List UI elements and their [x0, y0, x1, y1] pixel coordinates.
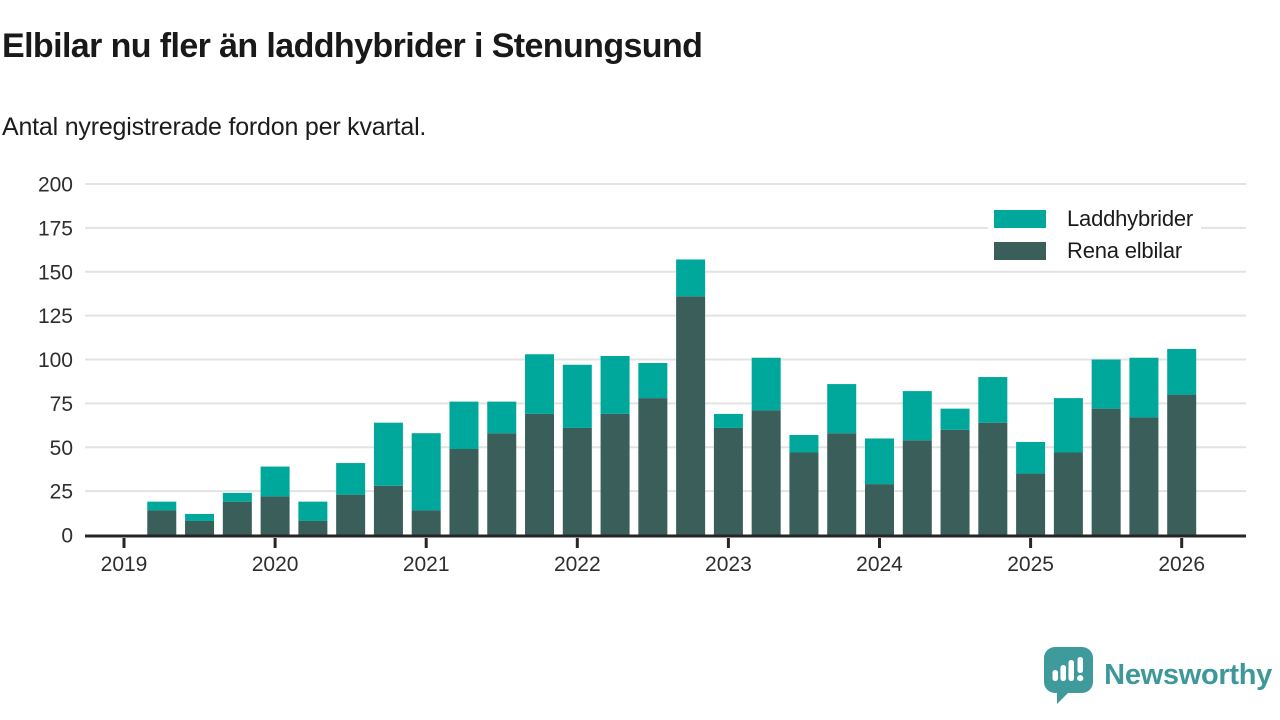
bar-2019-q2-laddhybrider	[147, 501, 177, 511]
bar-2021-q2-laddhybrider	[449, 401, 479, 450]
bar-2022-q3-rena-elbilar	[638, 398, 668, 535]
y-tick-label-175: 175	[38, 217, 73, 240]
bar-2022-q4-rena-elbilar	[676, 296, 706, 535]
x-tick-label-2022: 2022	[554, 553, 601, 576]
bar-2024-q4-rena-elbilar	[978, 422, 1008, 535]
bar-2024-q3-laddhybrider	[940, 408, 970, 430]
bar-2022-q2-rena-elbilar	[600, 413, 630, 535]
bar-2019-q4-laddhybrider	[222, 492, 252, 502]
x-tick-label-2025: 2025	[1007, 553, 1054, 576]
bar-2024-q3-rena-elbilar	[940, 429, 970, 535]
bar-2021-q3-rena-elbilar	[487, 433, 517, 535]
x-tick-label-2024: 2024	[856, 553, 903, 576]
newsworthy-logo-icon	[1044, 647, 1094, 704]
legend-label-rena-elbilar: Rena elbilar	[1067, 237, 1183, 263]
bar-2025-q4-laddhybrider	[1129, 357, 1159, 418]
bar-2020-q4-laddhybrider	[373, 422, 403, 486]
legend-item-rena-elbilar: Rena elbilar	[994, 237, 1193, 263]
bar-2025-q4-rena-elbilar	[1129, 417, 1159, 535]
bar-2025-q3-rena-elbilar	[1091, 408, 1121, 535]
x-tick-label-2026: 2026	[1158, 553, 1205, 576]
bar-2023-q1-rena-elbilar	[713, 427, 743, 535]
y-tick-label-125: 125	[38, 305, 73, 328]
bar-2022-q1-rena-elbilar	[562, 427, 592, 535]
bar-2020-q3-laddhybrider	[336, 463, 366, 495]
bar-2020-q1-laddhybrider	[260, 466, 290, 497]
chart-title: Elbilar nu fler än laddhybrider i Stenun…	[2, 27, 703, 65]
bar-2019-q4-rena-elbilar	[222, 501, 252, 535]
x-tick-label-2021: 2021	[403, 553, 450, 576]
bar-2023-q3-rena-elbilar	[789, 452, 819, 535]
bar-2020-q4-rena-elbilar	[373, 485, 403, 535]
y-tick-label-150: 150	[38, 261, 73, 284]
y-tick-label-200: 200	[38, 174, 73, 197]
bar-2020-q2-laddhybrider	[298, 501, 328, 521]
bar-2025-q1-laddhybrider	[1016, 441, 1046, 474]
x-tick-label-2020: 2020	[252, 553, 299, 576]
bar-2023-q2-laddhybrider	[751, 357, 781, 411]
bar-2026-q1-laddhybrider	[1167, 348, 1197, 395]
bar-2021-q2-rena-elbilar	[449, 449, 479, 535]
bar-2024-q2-laddhybrider	[902, 391, 932, 441]
y-tick-label-25: 25	[50, 481, 73, 504]
bar-2025-q2-laddhybrider	[1053, 398, 1083, 453]
bar-2022-q3-laddhybrider	[638, 363, 668, 399]
bar-2020-q3-rena-elbilar	[336, 494, 366, 535]
bar-2025-q2-rena-elbilar	[1053, 452, 1083, 535]
y-tick-label-75: 75	[50, 393, 73, 416]
y-tick-label-0: 0	[61, 525, 73, 548]
y-tick-label-100: 100	[38, 349, 73, 372]
bar-2021-q4-rena-elbilar	[525, 413, 555, 535]
x-tick-label-2023: 2023	[705, 553, 752, 576]
bar-2024-q1-laddhybrider	[865, 438, 894, 485]
legend-item-laddhybrider: Laddhybrider	[994, 205, 1194, 231]
bar-2021-q1-laddhybrider	[411, 433, 441, 511]
legend-label-laddhybrider: Laddhybrider	[1067, 205, 1194, 231]
bar-2023-q1-laddhybrider	[713, 413, 743, 428]
newsworthy-wordmark: Newsworthy	[1104, 658, 1272, 691]
bar-2021-q3-laddhybrider	[487, 401, 517, 434]
bar-2020-q2-rena-elbilar	[298, 520, 328, 535]
y-tick-label-50: 50	[50, 437, 73, 460]
bar-2023-q4-laddhybrider	[827, 384, 857, 434]
bar-2020-q1-rena-elbilar	[260, 496, 290, 535]
bar-2023-q3-laddhybrider	[789, 434, 819, 453]
bar-2022-q4-laddhybrider	[676, 259, 706, 297]
bar-2024-q1-rena-elbilar	[865, 484, 894, 535]
bar-2019-q3-rena-elbilar	[185, 520, 215, 535]
bar-2022-q1-laddhybrider	[562, 364, 592, 428]
bar-2021-q4-laddhybrider	[525, 354, 555, 414]
chart-legend: Laddhybrider Rena elbilar	[988, 203, 1202, 268]
bar-2026-q1-rena-elbilar	[1167, 394, 1197, 535]
bar-2023-q4-rena-elbilar	[827, 433, 857, 535]
x-tick-label-2019: 2019	[101, 553, 148, 576]
bar-2024-q4-laddhybrider	[978, 377, 1008, 423]
chart-subtitle: Antal nyregistrerade fordon per kvartal.	[2, 113, 427, 141]
bar-2022-q2-laddhybrider	[600, 355, 630, 414]
legend-swatch-rena-elbilar	[994, 241, 1046, 260]
bar-2024-q2-rena-elbilar	[902, 440, 932, 535]
bar-2019-q3-laddhybrider	[185, 513, 215, 521]
bar-2019-q2-rena-elbilar	[147, 510, 177, 535]
legend-swatch-laddhybrider	[994, 209, 1046, 228]
bar-2023-q2-rena-elbilar	[751, 410, 781, 535]
bar-2025-q3-laddhybrider	[1091, 359, 1121, 409]
newsworthy-brand: Newsworthy	[1042, 644, 1272, 706]
bar-2021-q1-rena-elbilar	[411, 510, 441, 535]
bar-2025-q1-rena-elbilar	[1016, 473, 1046, 535]
